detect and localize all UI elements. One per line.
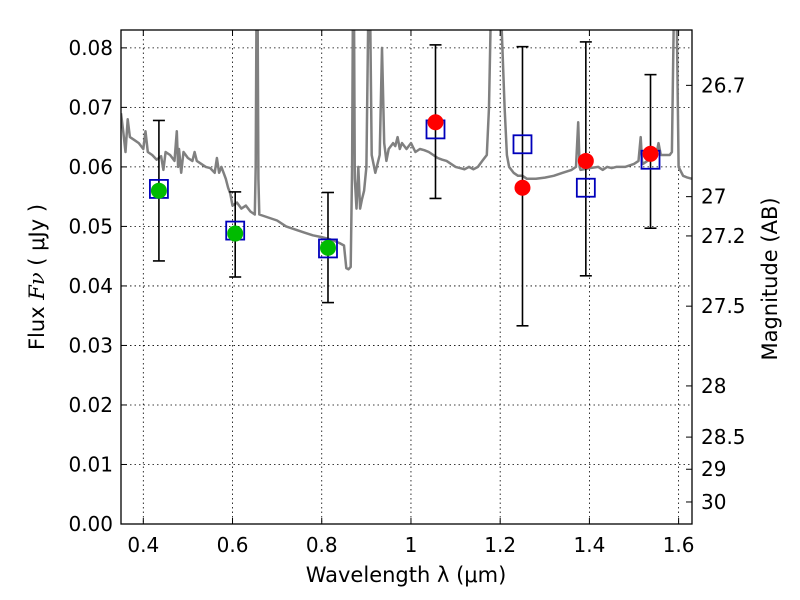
y-axis-label-prefix: Flux bbox=[25, 300, 49, 350]
y2-axis-label: Magnitude (AB) bbox=[758, 197, 782, 360]
y2-tick-label: 27.5 bbox=[701, 294, 746, 318]
observed-flux-point bbox=[150, 182, 167, 199]
observed-flux-point bbox=[319, 239, 336, 256]
y-tick-label: 0.05 bbox=[68, 214, 113, 238]
model-photometry-square bbox=[512, 134, 533, 155]
data-layer bbox=[121, 30, 692, 327]
y-tick-label: 0.07 bbox=[68, 95, 113, 119]
y2-tick-label: 28 bbox=[701, 374, 726, 398]
x-axis-label: Wavelength λ (μm) bbox=[306, 563, 507, 587]
x-tick-label: 0.8 bbox=[306, 533, 338, 557]
tick-labels: 0.4 0.6 0.8 1 1.2 1.4 1.6 0.00 0.01 0.02 0.03 0.04 0… bbox=[68, 36, 745, 557]
y2-tick-label: 29 bbox=[701, 457, 726, 481]
y-axis-label: Flux Fν ( μJy ) bbox=[25, 204, 49, 350]
y-axis-label-suffix: ( μJy ) bbox=[25, 204, 49, 272]
observed-flux-point bbox=[642, 145, 659, 162]
observed-flux-point bbox=[227, 225, 244, 242]
y-axis-label-symbol: Fν bbox=[25, 272, 49, 301]
y2-tick-label: 30 bbox=[701, 490, 726, 514]
y-tick-label: 0.01 bbox=[68, 452, 113, 476]
plot-background bbox=[121, 30, 692, 524]
plot-frame bbox=[120, 29, 693, 525]
y2-tick-label: 27 bbox=[701, 185, 726, 209]
y-tick-label: 0.08 bbox=[68, 36, 113, 60]
y-tick-label: 0.02 bbox=[68, 393, 113, 417]
x-tick-label: 1.4 bbox=[573, 533, 605, 557]
x-tick-label: 1 bbox=[405, 533, 418, 557]
y-tick-label: 0.00 bbox=[68, 512, 113, 536]
model-photometry-square bbox=[318, 238, 338, 259]
x-tick-label: 1.6 bbox=[663, 533, 695, 557]
model-spectrum-line bbox=[121, 30, 692, 271]
x-tick-label: 1.2 bbox=[484, 533, 516, 557]
x-tick-label: 0.6 bbox=[217, 533, 249, 557]
y-tick-label: 0.03 bbox=[68, 333, 113, 357]
y-tick-label: 0.06 bbox=[68, 155, 113, 179]
y-tick-label: 0.04 bbox=[68, 274, 113, 298]
model-photometry-square bbox=[575, 177, 596, 198]
tick-marks bbox=[121, 30, 692, 525]
observed-flux-point bbox=[514, 179, 531, 196]
y2-tick-label: 26.7 bbox=[701, 73, 746, 97]
observed-flux-point bbox=[427, 114, 444, 131]
y2-tick-label: 27.2 bbox=[701, 224, 746, 248]
y2-tick-label: 28.5 bbox=[701, 425, 746, 449]
x-tick-label: 0.4 bbox=[127, 533, 159, 557]
observed-flux-point bbox=[577, 152, 594, 169]
